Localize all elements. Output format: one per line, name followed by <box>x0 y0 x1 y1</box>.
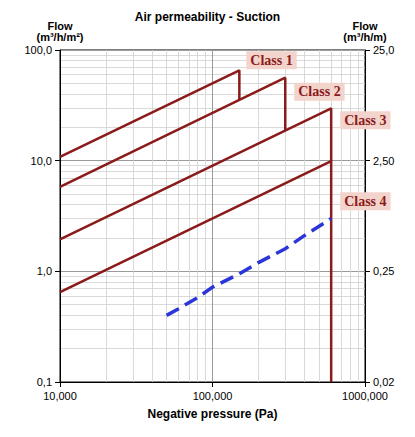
svg-text:Air permeability - Suction: Air permeability - Suction <box>135 10 280 24</box>
svg-text:Class 1: Class 1 <box>250 53 292 68</box>
svg-text:(m³/h/m²): (m³/h/m²) <box>36 31 83 43</box>
svg-text:Flow: Flow <box>47 19 73 32</box>
svg-text:Negative pressure (Pa): Negative pressure (Pa) <box>147 407 277 421</box>
svg-text:2,50: 2,50 <box>373 155 394 167</box>
svg-text:0,1: 0,1 <box>37 376 52 388</box>
svg-text:100,000: 100,000 <box>193 390 233 402</box>
svg-text:(m³/h/m): (m³/h/m) <box>343 31 387 43</box>
svg-text:1,0: 1,0 <box>37 265 52 277</box>
svg-text:1000,000: 1000,000 <box>342 390 388 402</box>
svg-text:25,0: 25,0 <box>373 44 394 56</box>
svg-text:Class 2: Class 2 <box>298 84 340 99</box>
svg-text:10,0: 10,0 <box>31 155 52 167</box>
svg-text:Flow: Flow <box>352 19 378 32</box>
svg-text:0,02: 0,02 <box>373 376 394 388</box>
svg-text:10,000: 10,000 <box>43 390 77 402</box>
svg-text:100,0: 100,0 <box>24 44 52 56</box>
svg-text:Class 3: Class 3 <box>344 113 386 128</box>
svg-text:0,25: 0,25 <box>373 265 394 277</box>
svg-text:Class 4: Class 4 <box>344 194 386 209</box>
